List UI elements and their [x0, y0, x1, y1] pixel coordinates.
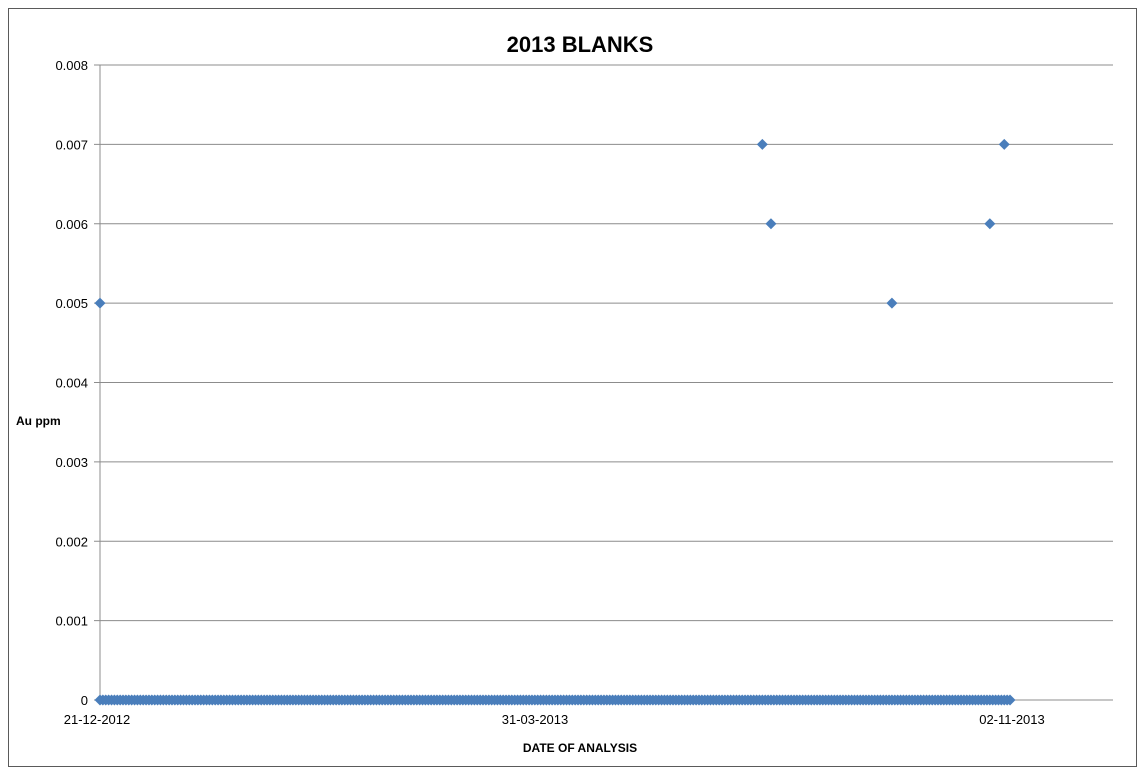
- chart-title: 2013 BLANKS: [507, 32, 654, 57]
- y-tick-label: 0.006: [55, 217, 88, 232]
- data-point: [765, 218, 777, 230]
- data-point-zero: [1004, 694, 1016, 706]
- y-tick-label: 0.008: [55, 58, 88, 73]
- y-tick-label: 0.005: [55, 296, 88, 311]
- data-point: [886, 297, 898, 309]
- y-tick-label: 0.002: [55, 534, 88, 549]
- y-axis-ticks: 0 0.001 0.002 0.003 0.004 0.005 0.006 0.007 0.00…: [55, 58, 100, 708]
- data-points: [94, 138, 1016, 706]
- x-axis-ticks: 21-12-2012 31-03-2013 02-11-2013: [64, 712, 1045, 727]
- y-tick-label: 0.003: [55, 455, 88, 470]
- y-tick-label: 0.004: [55, 376, 88, 391]
- chart-frame: [8, 8, 1137, 767]
- y-tick-label: 0.007: [55, 137, 88, 152]
- data-point: [998, 138, 1010, 150]
- y-tick-label: 0.001: [55, 614, 88, 629]
- y-tick-label: 0: [81, 693, 88, 708]
- x-tick-label: 21-12-2012: [64, 712, 131, 727]
- x-tick-label: 31-03-2013: [502, 712, 569, 727]
- x-axis-title: DATE OF ANALYSIS: [523, 741, 637, 755]
- y-axis-title: Au ppm: [16, 414, 61, 428]
- data-point: [756, 138, 768, 150]
- x-tick-label: 02-11-2013: [979, 712, 1045, 727]
- data-point: [94, 297, 106, 309]
- gridlines: [99, 64, 1113, 700]
- data-point: [984, 218, 996, 230]
